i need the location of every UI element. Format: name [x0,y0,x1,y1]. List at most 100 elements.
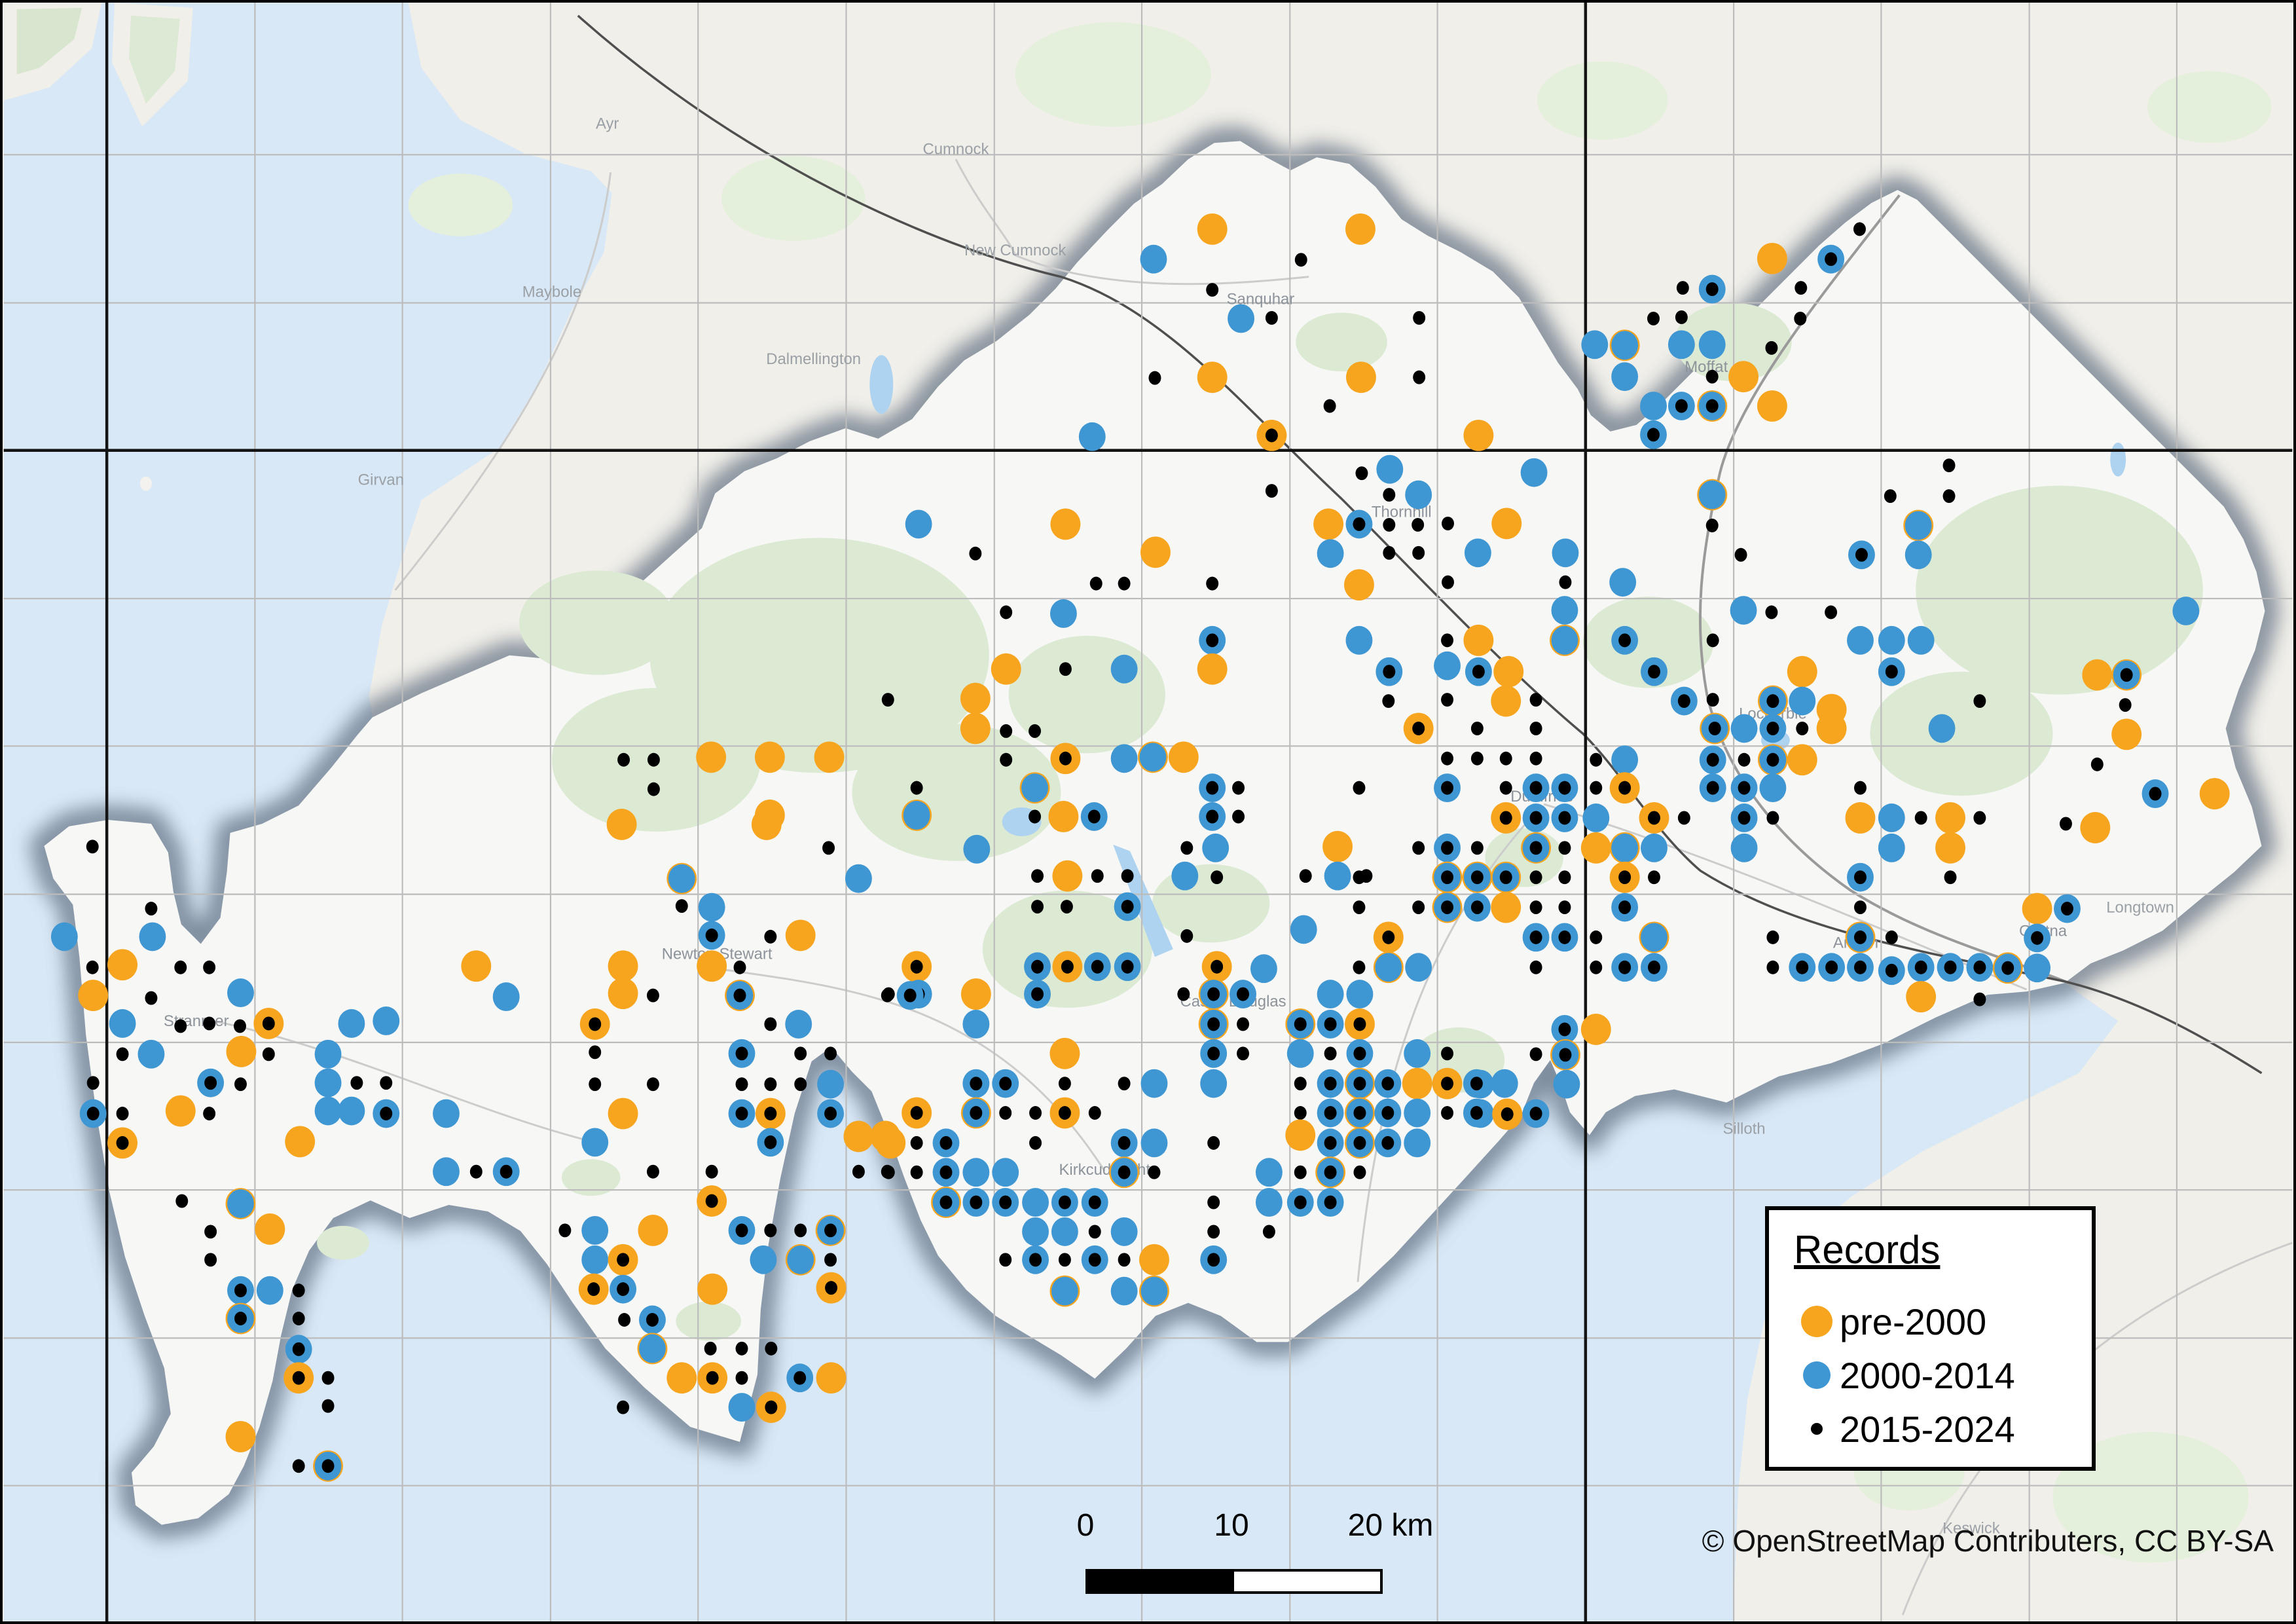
record-dot-2015-2024 [1499,781,1512,795]
record-dot-2000-2014 [1049,599,1077,628]
record-dot-2015-2024 [1529,960,1542,974]
record-dot-2015-2024 [1470,1077,1483,1091]
record-dot-2000-2014 [314,1096,342,1126]
town-label-girvan: Girvan [358,471,404,489]
record-dot-2015-2024 [764,1017,777,1031]
record-dot-2015-2024 [1180,841,1194,855]
record-dot-2015-2024 [1177,987,1190,1001]
record-dot-2015-2024 [1706,752,1719,767]
record-dot-2015-2024 [234,1283,247,1298]
record-dot-2000-2014 [1202,833,1230,862]
record-dot-2015-2024 [1854,870,1867,885]
record-dot-2000-2014 [1021,773,1048,803]
record-dot-2015-2024 [1765,605,1778,619]
record-dot-2000-2014 [1317,539,1344,568]
record-dot-pre-2000 [2199,778,2230,810]
record-dot-2015-2024 [735,1371,748,1385]
record-dot-2015-2024 [735,1046,748,1061]
record-dot-2015-2024 [1262,1225,1275,1239]
record-dot-2015-2024 [1796,721,1809,735]
town-label-keswick: Keswick [1942,1519,2000,1537]
record-dot-2000-2014 [1317,980,1344,1009]
record-dot-2015-2024 [824,1107,837,1120]
record-dot-2015-2024 [203,960,216,974]
record-dot-2015-2024 [1381,1135,1394,1150]
record-dot-pre-2000 [785,919,816,951]
record-dot-2015-2024 [1237,1017,1249,1031]
record-dot-2015-2024 [1677,811,1690,825]
record-dot-2015-2024 [1618,781,1631,795]
record-dot-2000-2014 [1171,861,1199,891]
record-dot-2015-2024 [1765,341,1778,355]
record-dot-2015-2024 [852,1164,865,1179]
record-dot-2015-2024 [1529,721,1542,735]
record-dot-2000-2014 [1404,1098,1431,1128]
record-dot-2015-2024 [1766,811,1779,825]
record-dot-pre-2000 [608,950,638,982]
record-dot-2015-2024 [2149,786,2162,801]
record-dot-2000-2014 [1140,244,1167,274]
town-label-cumnock: Cumnock [922,140,989,158]
record-dot-2015-2024 [1647,311,1660,325]
record-dot-2000-2014 [1582,803,1610,832]
record-dot-2015-2024 [705,1164,718,1179]
terrain-green-inside [317,303,2203,1341]
record-dot-2015-2024 [1854,900,1867,914]
record-dot-2015-2024 [1441,633,1453,648]
record-dot-2015-2024 [1000,752,1013,767]
record-dot-2015-2024 [234,1019,246,1033]
record-dot-2000-2014 [1228,304,1254,333]
record-dot-2015-2024 [705,1194,718,1208]
record-dot-2015-2024 [1559,575,1572,589]
record-dot-2015-2024 [1058,1077,1071,1091]
record-dot-pre-2000 [1346,361,1376,394]
record-dot-2015-2024 [617,1253,630,1267]
record-dot-pre-2000 [960,682,991,714]
record-dot-2015-2024 [910,1106,923,1120]
record-dot-2000-2014 [581,1128,609,1157]
record-dot-2015-2024 [1795,281,1808,295]
record-dot-2015-2024 [262,1047,275,1061]
record-dot-2015-2024 [1590,930,1603,944]
record-dot-2015-2024 [1353,1135,1366,1150]
record-dot-pre-2000 [1580,1014,1611,1045]
record-dot-2015-2024 [675,899,688,913]
record-dot-2000-2014 [1667,330,1695,360]
record-dot-2015-2024 [1206,809,1219,824]
record-dot-2015-2024 [999,1195,1012,1209]
town-label-stranraer: Stranraer [164,1012,229,1030]
record-dot-2015-2024 [1942,458,1956,473]
record-dot-2000-2014 [433,1157,460,1187]
record-dot-2015-2024 [1207,1046,1220,1061]
record-dot-2015-2024 [646,988,659,1003]
record-dot-2015-2024 [1324,1046,1337,1061]
record-dot-2015-2024 [1441,693,1453,707]
record-dot-pre-2000 [814,741,845,773]
record-dot-pre-2000 [1935,832,1965,864]
record-dot-2015-2024 [86,1076,100,1090]
record-dot-2015-2024 [1914,960,1927,974]
record-dot-2015-2024 [794,1046,807,1061]
record-dot-2015-2024 [1944,960,1957,974]
record-dot-2015-2024 [764,929,777,944]
record-dot-pre-2000 [960,712,991,745]
record-dot-2000-2014 [1847,625,1874,655]
record-dot-2015-2024 [1470,870,1484,885]
legend: Records pre-2000 2000-2014 2015-2024 [1765,1206,2096,1471]
record-dot-2000-2014 [227,1189,254,1218]
record-dot-2015-2024 [1501,1107,1514,1121]
record-dot-2000-2014 [1759,773,1787,803]
record-dot-2015-2024 [1383,517,1396,532]
record-dot-2015-2024 [1973,694,1986,709]
record-dot-2000-2014 [1641,833,1667,862]
record-dot-pre-2000 [2080,812,2111,843]
record-dot-pre-2000 [638,1215,668,1246]
record-dot-2015-2024 [1206,633,1219,648]
record-dot-2015-2024 [1118,1077,1131,1091]
record-dot-2015-2024 [1529,751,1542,766]
record-dot-2015-2024 [1499,811,1512,825]
record-dot-2015-2024 [1558,841,1571,855]
record-dot-2015-2024 [939,1135,953,1150]
record-dot-2015-2024 [903,988,917,1003]
record-dot-pre-2000 [608,1098,638,1130]
